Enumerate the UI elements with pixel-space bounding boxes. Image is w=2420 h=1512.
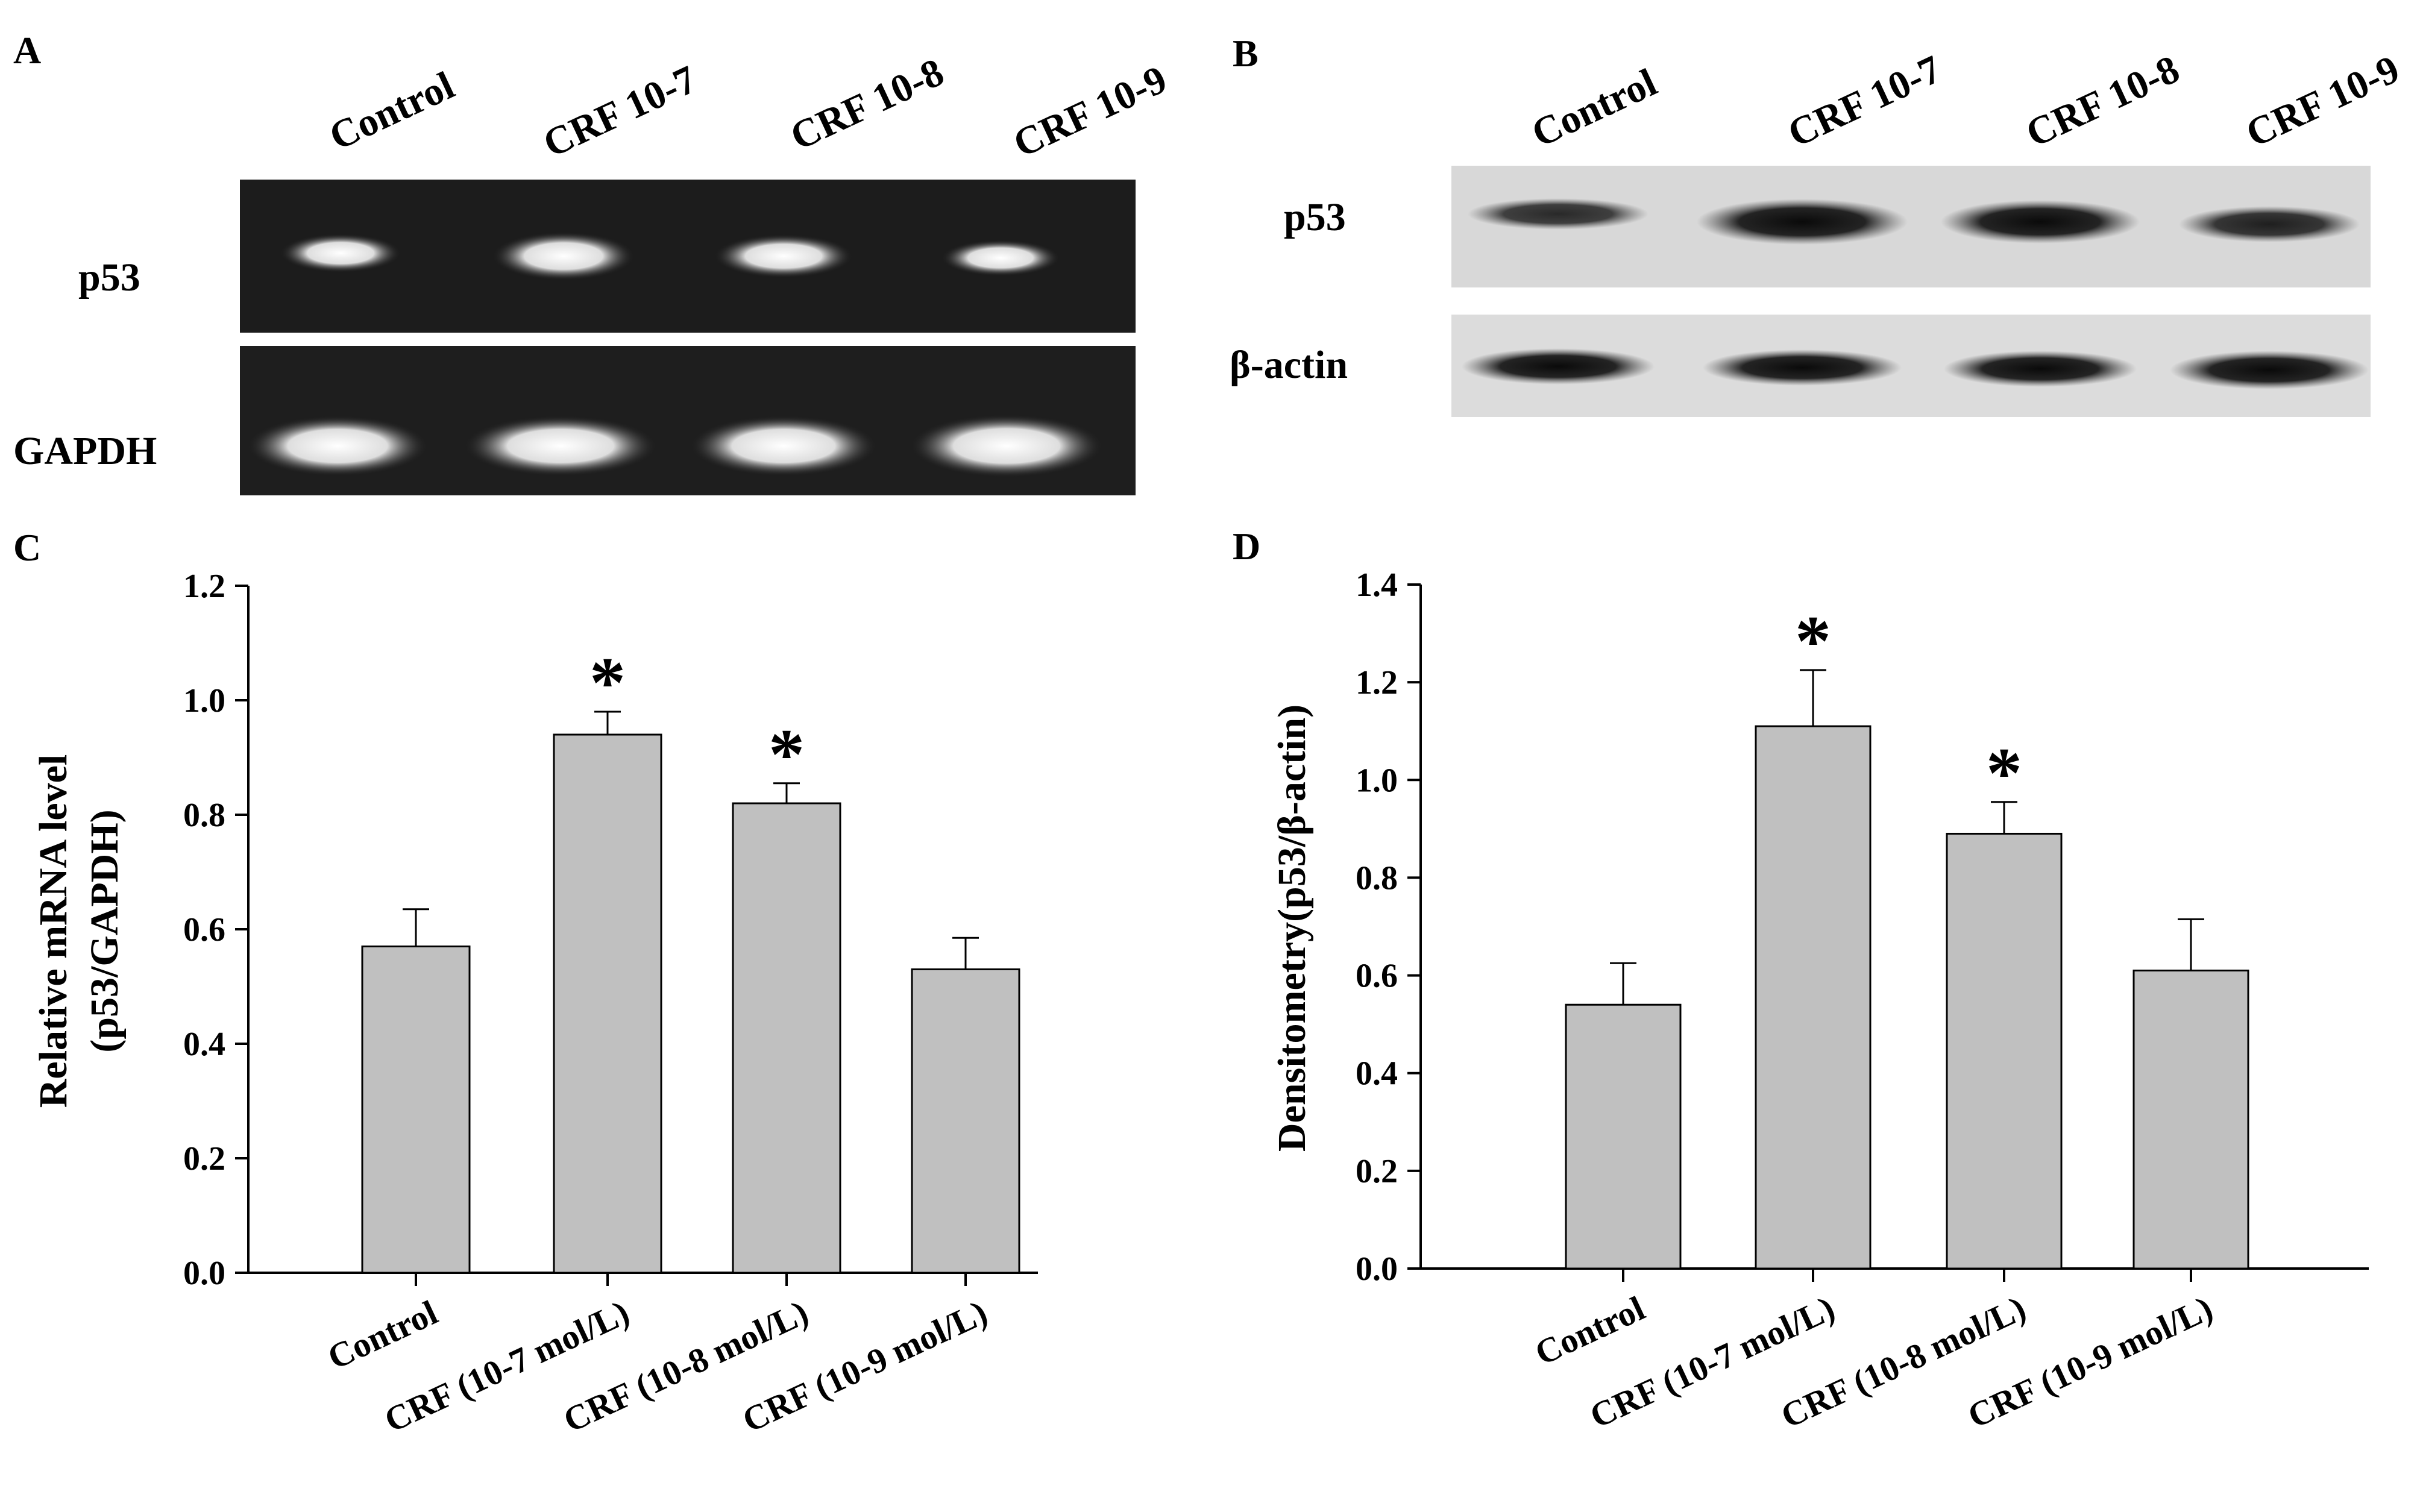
y-tick-label: 0.2 <box>183 1140 225 1178</box>
y-tick-label: 0.8 <box>1356 859 1398 897</box>
y-axis-label: (p53/GAPDH) <box>83 809 127 1052</box>
bar <box>1565 1003 1682 1270</box>
panel-letter-d: D <box>1233 525 1260 568</box>
significance-star: * <box>1986 733 2022 813</box>
blot-bands-beta-actin <box>1462 348 2369 389</box>
blot-band <box>2179 206 2360 242</box>
significance-star: * <box>768 714 805 794</box>
panel-letter-a: A <box>13 29 41 72</box>
blot-row-label-beta-actin: β-actin <box>1230 343 1348 387</box>
gel-band <box>690 416 877 476</box>
gel-bands-gapdh <box>247 415 1103 477</box>
gel-row-label-p53: p53 <box>78 256 140 300</box>
lane-labels-b: Control CRF 10-7 CRF 10-8 CRF 10-9 <box>1525 47 2406 156</box>
y-tick-label: 1.2 <box>1356 664 1398 701</box>
blot-band <box>1944 351 2137 387</box>
y-tick-label: 0.2 <box>1356 1153 1398 1190</box>
y-tick-label: 1.2 <box>183 568 225 605</box>
bar <box>2132 969 2249 1270</box>
panel-b: B Control CRF 10-7 CRF 10-8 CRF 10-9 p53… <box>1230 32 2406 417</box>
panel-letter-b: B <box>1233 32 1259 75</box>
bar <box>1755 725 1872 1270</box>
gel-band <box>464 416 657 476</box>
bar <box>361 946 471 1274</box>
y-axis-label: Densitometry(p53/β-actin) <box>1270 704 1314 1152</box>
lane-label-a-crf-10-7: CRF 10-7 <box>536 57 703 166</box>
x-tick-label: Control <box>1529 1288 1651 1373</box>
y-tick-label: 0.8 <box>183 797 225 834</box>
blot-bands-p53 <box>1468 198 2360 245</box>
lane-label-a-crf-10-8: CRF 10-8 <box>784 50 950 159</box>
bar <box>732 802 841 1274</box>
panel-a: A Control CRF 10-7 CRF 10-8 CRF 10-9 p53… <box>13 29 1174 495</box>
x-tick-label: Control <box>322 1293 444 1377</box>
gel-band <box>714 234 853 278</box>
y-tick-label: 1.4 <box>1356 566 1398 604</box>
y-tick-label: 0.0 <box>183 1255 225 1292</box>
gel-bands-p53 <box>280 232 1060 280</box>
significance-star: * <box>1795 601 1831 681</box>
bar <box>911 968 1020 1274</box>
lane-labels-a: Control CRF 10-7 CRF 10-8 CRF 10-9 <box>322 50 1173 166</box>
lane-label-b-crf-10-8: CRF 10-8 <box>2019 47 2186 156</box>
gel-band <box>492 232 635 280</box>
y-tick-label: 0.6 <box>183 911 225 949</box>
y-tick-label: 0.0 <box>1356 1250 1398 1288</box>
blot-band <box>1703 350 1902 386</box>
bar <box>1946 832 2063 1270</box>
gel-band <box>280 234 401 272</box>
panel-c-chart: C 0.0 0.2 0.4 0.6 0.8 1.0 1.2 Relative mRNA lev… <box>13 526 1038 1440</box>
lane-label-b-crf-10-9: CRF 10-9 <box>2239 47 2406 156</box>
bar <box>553 733 662 1274</box>
lane-label-b-control: Control <box>1525 60 1663 156</box>
blot-band <box>1468 198 1648 230</box>
y-tick-label: 0.4 <box>183 1026 225 1063</box>
gel-row-label-gapdh: GAPDH <box>13 429 157 473</box>
gel-band <box>941 240 1060 276</box>
y-tick-label: 0.4 <box>1356 1055 1398 1093</box>
lane-label-a-control: Control <box>322 63 460 159</box>
blot-row-label-p53: p53 <box>1284 195 1346 239</box>
gel-band <box>910 415 1103 477</box>
significance-star: * <box>589 642 626 723</box>
gel-band <box>247 416 428 476</box>
panel-d-chart: D 0.0 0.2 0.4 0.6 0.8 1.0 1.2 1.4 Densitometry(p… <box>1233 525 2369 1435</box>
y-tick-label: 1.0 <box>1356 762 1398 799</box>
blot-band <box>2170 351 2369 389</box>
y-tick-label: 1.0 <box>183 682 225 720</box>
y-axis-label: Relative mRNA level <box>31 754 75 1108</box>
y-tick-label: 0.6 <box>1356 958 1398 995</box>
lane-label-a-crf-10-9: CRF 10-9 <box>1007 57 1173 166</box>
blot-band <box>1697 199 1908 245</box>
lane-label-b-crf-10-7: CRF 10-7 <box>1781 47 1947 156</box>
panel-letter-c: C <box>13 526 41 569</box>
blot-band <box>1462 348 1655 384</box>
blot-band <box>1941 200 2140 243</box>
